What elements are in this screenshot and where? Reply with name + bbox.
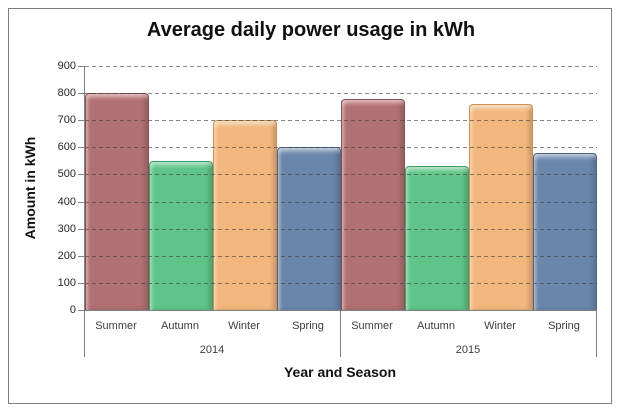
bar-2014-summer [85, 93, 149, 310]
y-tick-label-400: 400 [57, 195, 76, 208]
plot-area [84, 66, 597, 311]
y-tick-mark-600 [78, 147, 84, 149]
y-tick-mark-200 [78, 255, 84, 257]
bar-2014-winter [213, 120, 277, 310]
y-tick-mark-400 [78, 201, 84, 203]
bar-2015-autumn [405, 166, 469, 310]
bar-2014-autumn [149, 160, 213, 310]
season-label-2015-summer: Summer [351, 320, 393, 332]
y-tick-mark-500 [78, 174, 84, 176]
bar-2015-spring [533, 152, 597, 310]
y-tick-mark-700 [78, 120, 84, 122]
y-tick-mark-100 [78, 282, 84, 284]
gridline-800 [85, 93, 597, 95]
season-label-2015-winter: Winter [484, 320, 516, 332]
gridline-400 [85, 201, 597, 203]
chart-title: Average daily power usage in kWh [146, 19, 476, 41]
x-axis-title: Year and Season [283, 364, 397, 380]
year-label-2015: 2015 [455, 344, 481, 356]
y-tick-mark-300 [78, 228, 84, 230]
bar-2015-summer [341, 98, 405, 310]
season-label-2015-autumn: Autumn [417, 320, 455, 332]
gridline-200 [85, 255, 597, 257]
y-tick-label-100: 100 [57, 276, 76, 289]
y-tick-label-300: 300 [57, 222, 76, 235]
y-tick-label-0: 0 [69, 304, 76, 316]
season-label-2014-summer: Summer [95, 320, 137, 332]
y-tick-label-200: 200 [57, 249, 76, 262]
season-label-2015-spring: Spring [548, 320, 580, 332]
y-tick-mark-900 [78, 66, 84, 67]
gridline-100 [85, 282, 597, 284]
group-separator-2 [596, 310, 597, 357]
season-label-2014-spring: Spring [292, 320, 324, 332]
y-tick-mark-0 [78, 310, 84, 311]
year-label-2014: 2014 [199, 344, 225, 356]
y-tick-label-800: 800 [57, 87, 76, 100]
group-separator-0 [84, 310, 85, 357]
gridline-500 [85, 174, 597, 176]
y-tick-label-600: 600 [57, 141, 76, 154]
gridline-900 [85, 66, 597, 67]
y-tick-label-500: 500 [57, 168, 76, 181]
gridline-600 [85, 147, 597, 149]
y-tick-label-700: 700 [57, 114, 76, 127]
bar-2015-winter [469, 104, 533, 310]
y-axis-title: Amount in kWh [22, 136, 38, 240]
gridline-300 [85, 228, 597, 230]
season-label-2014-winter: Winter [228, 320, 260, 332]
y-tick-label-900: 900 [57, 60, 76, 72]
gridline-700 [85, 120, 597, 122]
group-separator-1 [340, 310, 341, 357]
y-tick-mark-800 [78, 93, 84, 95]
season-label-2014-autumn: Autumn [161, 320, 199, 332]
